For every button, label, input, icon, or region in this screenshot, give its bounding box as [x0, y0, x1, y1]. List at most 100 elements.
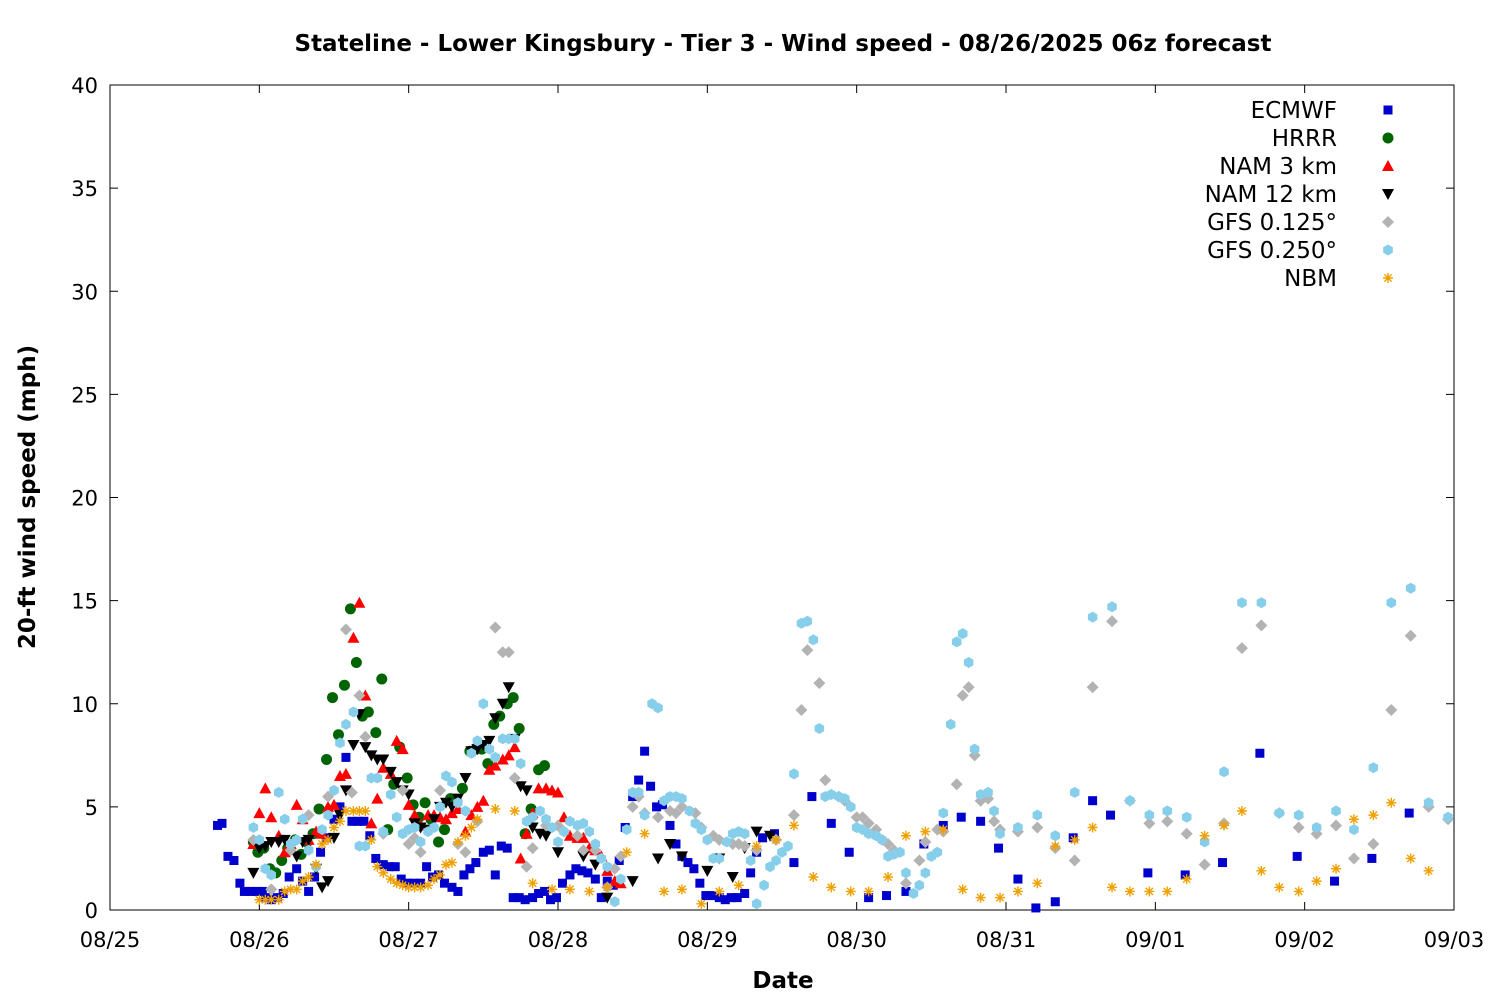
nam-12-km-point [247, 867, 260, 879]
ecmwf-point [695, 878, 705, 888]
gfs-0-250-point [845, 801, 856, 813]
nbm-point [260, 894, 271, 905]
nbm-point [311, 859, 322, 870]
ecmwf-point [471, 858, 481, 868]
nbm-point [920, 826, 931, 837]
ecmwf-point [1404, 808, 1414, 818]
nbm-point [441, 859, 451, 870]
ecmwf-point [514, 893, 524, 903]
gfs-0-250-point [1107, 601, 1117, 613]
y-tick-label: 20 [71, 487, 98, 511]
nam-3-km-point [483, 763, 496, 775]
gfs-0-250-point [392, 811, 402, 823]
nam-12-km-point [750, 826, 763, 838]
nbm-point [527, 878, 538, 889]
gfs-0-125-point [962, 681, 975, 694]
gfs-0-250-point [596, 852, 607, 864]
legend-marker-gfs-0-125 [1382, 216, 1394, 228]
gfs-0-250-point [386, 789, 396, 800]
gfs-0-250-point [472, 735, 483, 747]
nbm-point [883, 872, 894, 882]
nam-12-km-point [339, 785, 352, 797]
nbm-point [1162, 886, 1173, 897]
gfs-0-250-point [447, 776, 457, 788]
ecmwf-point [1180, 870, 1190, 880]
legend-marker-hrrr [1382, 132, 1394, 144]
ecmwf-point [746, 868, 756, 878]
ecmwf-point [310, 872, 320, 882]
ecmwf-point [844, 847, 854, 857]
nam-3-km-point [278, 846, 291, 858]
x-tick-label: 08/30 [826, 928, 887, 952]
gfs-0-250-point [590, 838, 601, 850]
nam-3-km-point [259, 782, 272, 794]
nbm-point [460, 830, 471, 841]
gfs-0-250-point [1219, 766, 1229, 778]
ecmwf-point [304, 886, 314, 896]
gfs-0-125-point [502, 646, 515, 659]
nam-12-km-point [459, 773, 472, 784]
y-axis-label: 20-ft wind speed (mph) [15, 345, 41, 649]
nam-3-km-point [552, 786, 564, 798]
gfs-0-125-point [353, 689, 366, 702]
gfs-0-250-point [863, 828, 874, 840]
gfs-0-250-point [490, 751, 500, 763]
gfs-0-250-point [639, 809, 650, 821]
gfs-0-250-point [372, 772, 383, 784]
ecmwf-point [384, 862, 394, 872]
nbm-point [291, 884, 302, 895]
gfs-0-250-point [541, 813, 551, 825]
gfs-0-250-point [989, 805, 999, 817]
ecmwf-point [335, 802, 345, 812]
gfs-0-250-point [995, 828, 1005, 840]
gfs-0-250-point [297, 813, 308, 825]
gfs-0-250-point [527, 811, 538, 823]
nam-12-km-point [328, 832, 340, 844]
ecmwf-point [257, 886, 267, 896]
ecmwf-point [223, 851, 233, 861]
x-tick-label: 08/29 [677, 928, 738, 952]
nbm-point [446, 857, 457, 868]
nbm-point [409, 882, 420, 893]
gfs-0-125-point [577, 844, 590, 857]
nam-12-km-point [278, 834, 291, 846]
gfs-0-125-point [1235, 642, 1248, 655]
nbm-point [639, 828, 650, 839]
ecmwf-point [714, 893, 724, 903]
gfs-0-125-point [508, 772, 521, 784]
nam-12-km-point [514, 781, 527, 793]
gfs-0-250-point [952, 636, 962, 648]
nam-12-km-point [489, 713, 502, 725]
ecmwf-point [882, 891, 892, 901]
gfs-0-250-point [1405, 582, 1416, 594]
ecmwf-point [807, 792, 817, 802]
nbm-point [808, 872, 819, 882]
nbm-point [1012, 886, 1023, 897]
hrrr-point [321, 753, 333, 765]
nam-3-km-point [371, 792, 384, 804]
nam-3-km-point [290, 798, 303, 810]
nam-3-km-point [377, 761, 390, 773]
nbm-point [423, 880, 434, 891]
ecmwf-point [378, 860, 388, 870]
ecmwf-point [347, 816, 357, 826]
nbm-point [1256, 865, 1267, 876]
gfs-0-125-point [1180, 827, 1193, 840]
nbm-point [938, 824, 949, 835]
gfs-0-125-point [738, 840, 751, 853]
ecmwf-point [292, 864, 302, 874]
hrrr-point [313, 803, 325, 815]
nbm-point [957, 884, 968, 895]
gfs-0-250-point [584, 826, 595, 838]
nbm-point [1348, 814, 1359, 825]
ecmwf-point [520, 895, 530, 905]
nbm-point [584, 886, 595, 897]
hrrr-point [507, 692, 519, 704]
ecmwf-point [1050, 897, 1060, 907]
y-tick-label: 10 [71, 693, 98, 717]
gfs-0-250-point [509, 733, 520, 745]
y-tick-label: 25 [71, 383, 98, 407]
nam-12-km-point [322, 876, 335, 888]
gfs-0-250-point [963, 657, 974, 668]
ecmwf-point [557, 878, 567, 888]
